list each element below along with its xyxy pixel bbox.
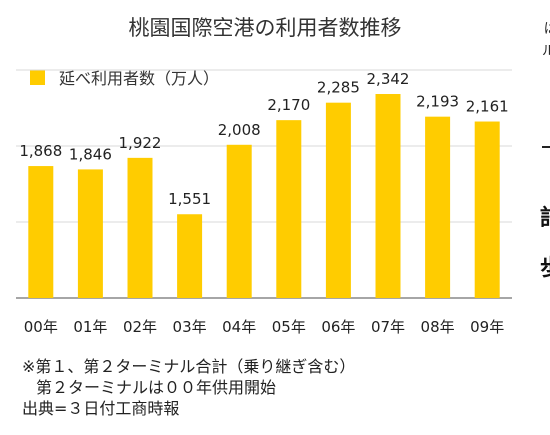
bar-01年 — [77, 169, 103, 298]
legend: 延べ利用者数（万人） — [30, 65, 219, 89]
data-label: 1,868 — [19, 142, 62, 160]
bar-02年 — [127, 157, 153, 298]
bar-03年 — [177, 214, 203, 298]
note-line-1: ※第１、第２ターミナル合計（乗り継ぎ含む） — [22, 357, 356, 376]
source-line: 出典=３日付工商時報 — [22, 399, 180, 418]
data-label: 2,008 — [218, 121, 261, 139]
data-label: 2,285 — [317, 79, 360, 97]
legend-swatch — [30, 69, 45, 85]
chart-title: 桃園国際空港の利用者数推移 — [128, 16, 402, 40]
x-tick-label: 00年 — [24, 318, 58, 336]
bar-09年 — [474, 121, 500, 298]
x-tick-label: 02年 — [123, 318, 157, 336]
data-label: 1,922 — [119, 134, 162, 152]
bar-08年 — [425, 116, 451, 298]
partial-text: ぱ — [544, 18, 550, 38]
bar-04年 — [226, 144, 252, 298]
bar-06年 — [325, 102, 351, 299]
note-line-2: 第２ターミナルは００年供用開始 — [36, 378, 277, 397]
bar-05年 — [276, 120, 302, 298]
chart-container: 桃園国際空港の利用者数推移 延べ利用者数（万人） 1,868 00年 1,846 01… — [16, 16, 512, 419]
partial-text: ル — [542, 44, 550, 59]
x-tick-label: 05年 — [272, 318, 306, 336]
x-tick-label: 01年 — [73, 318, 107, 336]
x-tick-label: 07年 — [371, 318, 405, 336]
data-label: 2,170 — [267, 96, 310, 114]
bar-00年 — [28, 166, 54, 298]
legend-label: 延べ利用者数（万人） — [59, 69, 220, 88]
data-label: 2,193 — [416, 93, 459, 111]
data-label: 1,846 — [69, 145, 112, 163]
bar-07年 — [375, 94, 401, 299]
x-tick-label: 08年 — [421, 318, 455, 336]
data-label: 2,161 — [466, 98, 509, 116]
x-tick-label: 04年 — [222, 318, 256, 336]
data-label: 1,551 — [168, 190, 211, 208]
x-tick-label: 06年 — [321, 318, 355, 336]
chart-notes: ※第１、第２ターミナル合計（乗り継ぎ含む） 第２ターミナルは００年供用開始 出典… — [22, 356, 355, 419]
x-tick-label: 09年 — [470, 318, 504, 336]
x-tick-label: 03年 — [173, 318, 207, 336]
divider — [542, 146, 550, 148]
data-label: 2,342 — [367, 70, 410, 88]
adjacent-article-edge: ぱ ル 記 歩 — [530, 0, 550, 435]
plot-area: 1,868 00年 1,846 01年 1,922 02年 1,551 03年 2,008 04年… — [16, 69, 512, 336]
partial-heading: 歩 — [540, 250, 550, 282]
partial-heading: 記 — [540, 200, 550, 232]
